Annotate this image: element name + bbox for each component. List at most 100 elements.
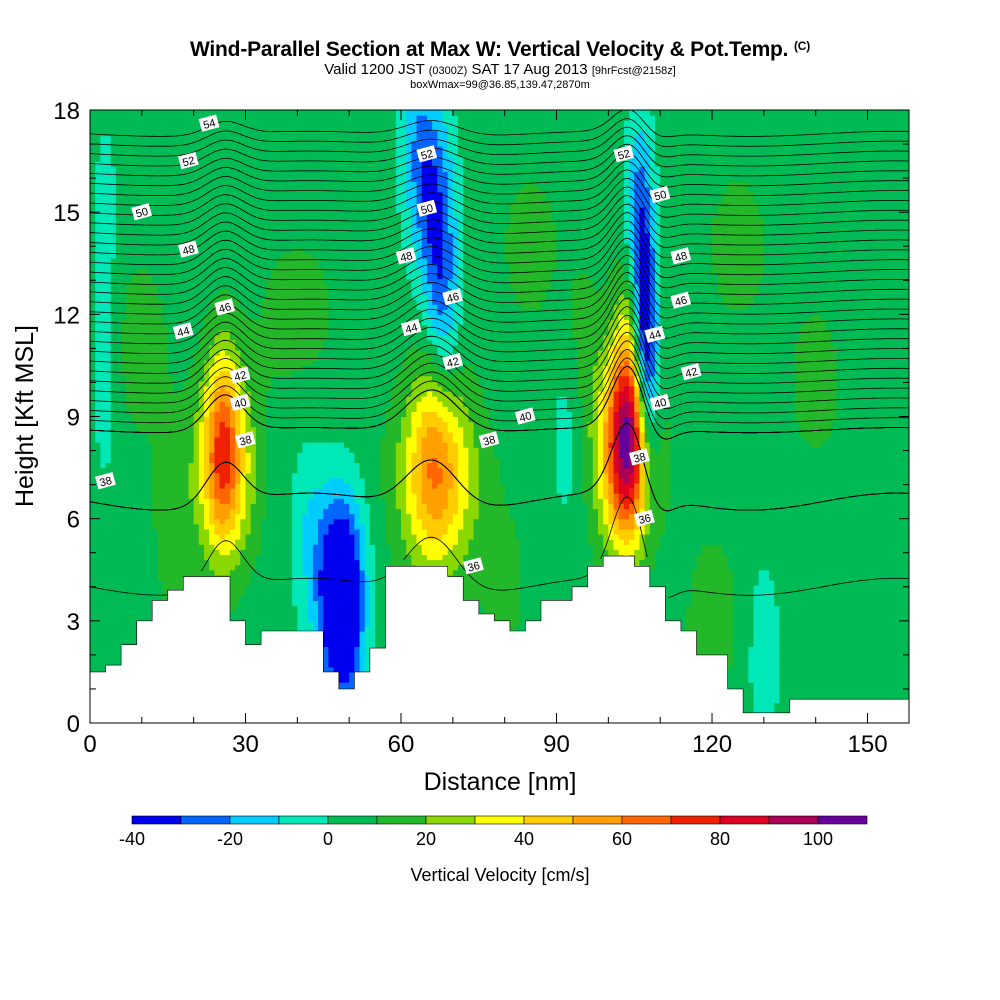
velocity-cell bbox=[229, 155, 236, 162]
velocity-cell bbox=[188, 135, 195, 142]
velocity-cell bbox=[302, 564, 309, 571]
velocity-cell bbox=[302, 554, 309, 561]
velocity-cell bbox=[235, 110, 241, 116]
velocity-cell bbox=[183, 207, 190, 213]
velocity-cell bbox=[219, 554, 226, 561]
velocity-cell bbox=[126, 513, 133, 520]
velocity-cell bbox=[229, 600, 236, 607]
velocity-cell bbox=[245, 135, 252, 142]
velocity-cell bbox=[131, 600, 138, 607]
velocity-cell bbox=[281, 544, 288, 550]
velocity-cell bbox=[100, 508, 107, 515]
velocity-cell bbox=[115, 401, 122, 407]
velocity-cell bbox=[204, 539, 210, 545]
velocity-cell bbox=[188, 176, 195, 183]
velocity-cell bbox=[219, 186, 226, 193]
velocity-cell bbox=[147, 457, 153, 464]
velocity-cell bbox=[121, 288, 127, 295]
velocity-cell bbox=[136, 401, 143, 407]
velocity-cell bbox=[245, 579, 252, 586]
velocity-cell bbox=[276, 196, 283, 203]
velocity-cell bbox=[286, 447, 293, 453]
velocity-cell bbox=[172, 247, 179, 254]
velocity-cell bbox=[131, 253, 138, 259]
velocity-cell bbox=[115, 477, 122, 484]
velocity-cell bbox=[255, 564, 262, 571]
velocity-cell bbox=[250, 488, 257, 494]
velocity-cell bbox=[172, 457, 179, 464]
velocity-cell bbox=[255, 120, 262, 126]
velocity-cell bbox=[245, 380, 252, 387]
velocity-cell bbox=[204, 314, 210, 321]
velocity-cell bbox=[90, 370, 96, 377]
velocity-cell bbox=[271, 232, 278, 239]
velocity-cell bbox=[90, 375, 96, 382]
velocity-cell bbox=[286, 488, 293, 494]
velocity-cell bbox=[115, 237, 122, 244]
velocity-cell bbox=[261, 191, 267, 198]
velocity-cell bbox=[214, 564, 221, 571]
velocity-cell bbox=[261, 549, 267, 556]
velocity-cell bbox=[121, 385, 127, 392]
velocity-cell bbox=[245, 293, 252, 300]
velocity-cell bbox=[214, 253, 221, 259]
velocity-cell bbox=[209, 309, 215, 315]
velocity-cell bbox=[193, 533, 200, 540]
velocity-cell bbox=[193, 488, 200, 494]
velocity-cell bbox=[235, 472, 241, 479]
velocity-cell bbox=[292, 171, 298, 178]
velocity-cell bbox=[172, 579, 179, 586]
velocity-cell bbox=[141, 385, 148, 392]
velocity-cell bbox=[157, 166, 164, 172]
velocity-cell bbox=[266, 533, 273, 540]
velocity-cell bbox=[115, 166, 122, 172]
velocity-cell bbox=[240, 242, 247, 249]
velocity-cell bbox=[126, 457, 133, 464]
velocity-cell bbox=[276, 258, 283, 264]
velocity-cell bbox=[136, 421, 143, 428]
velocity-cell bbox=[141, 120, 148, 126]
velocity-cell bbox=[245, 278, 252, 285]
velocity-cell bbox=[276, 447, 283, 453]
velocity-cell bbox=[245, 365, 252, 372]
velocity-cell bbox=[157, 406, 164, 412]
velocity-cell bbox=[167, 503, 174, 510]
velocity-cell bbox=[162, 416, 169, 423]
velocity-cell bbox=[105, 549, 112, 556]
velocity-cell bbox=[188, 396, 195, 402]
velocity-cell bbox=[172, 166, 179, 172]
velocity-cell bbox=[121, 390, 127, 397]
velocity-cell bbox=[302, 467, 309, 474]
velocity-cell bbox=[214, 324, 221, 331]
velocity-cell bbox=[271, 498, 278, 504]
velocity-cell bbox=[141, 293, 148, 300]
velocity-cell bbox=[115, 268, 122, 275]
velocity-cell bbox=[105, 416, 112, 423]
velocity-cell bbox=[250, 590, 257, 596]
velocity-cell bbox=[255, 237, 262, 244]
velocity-cell bbox=[235, 344, 241, 351]
velocity-cell bbox=[198, 457, 205, 464]
velocity-cell bbox=[183, 508, 190, 515]
velocity-cell bbox=[188, 462, 195, 469]
velocity-cell bbox=[136, 442, 143, 448]
velocity-cell bbox=[209, 334, 215, 341]
velocity-cell bbox=[90, 482, 96, 489]
velocity-cell bbox=[250, 288, 257, 295]
velocity-cell bbox=[141, 380, 148, 387]
velocity-cell bbox=[152, 135, 158, 142]
velocity-cell bbox=[292, 442, 298, 448]
velocity-cell bbox=[302, 436, 309, 443]
velocity-cell bbox=[209, 452, 215, 458]
velocity-cell bbox=[255, 498, 262, 504]
velocity-cell bbox=[90, 237, 96, 244]
velocity-cell bbox=[255, 533, 262, 540]
velocity-cell bbox=[214, 523, 221, 530]
velocity-cell bbox=[255, 314, 262, 321]
velocity-cell bbox=[271, 539, 278, 545]
velocity-cell bbox=[193, 503, 200, 510]
velocity-cell bbox=[162, 268, 169, 275]
velocity-cell bbox=[95, 605, 101, 612]
velocity-cell bbox=[261, 186, 267, 193]
velocity-cell bbox=[292, 544, 298, 550]
